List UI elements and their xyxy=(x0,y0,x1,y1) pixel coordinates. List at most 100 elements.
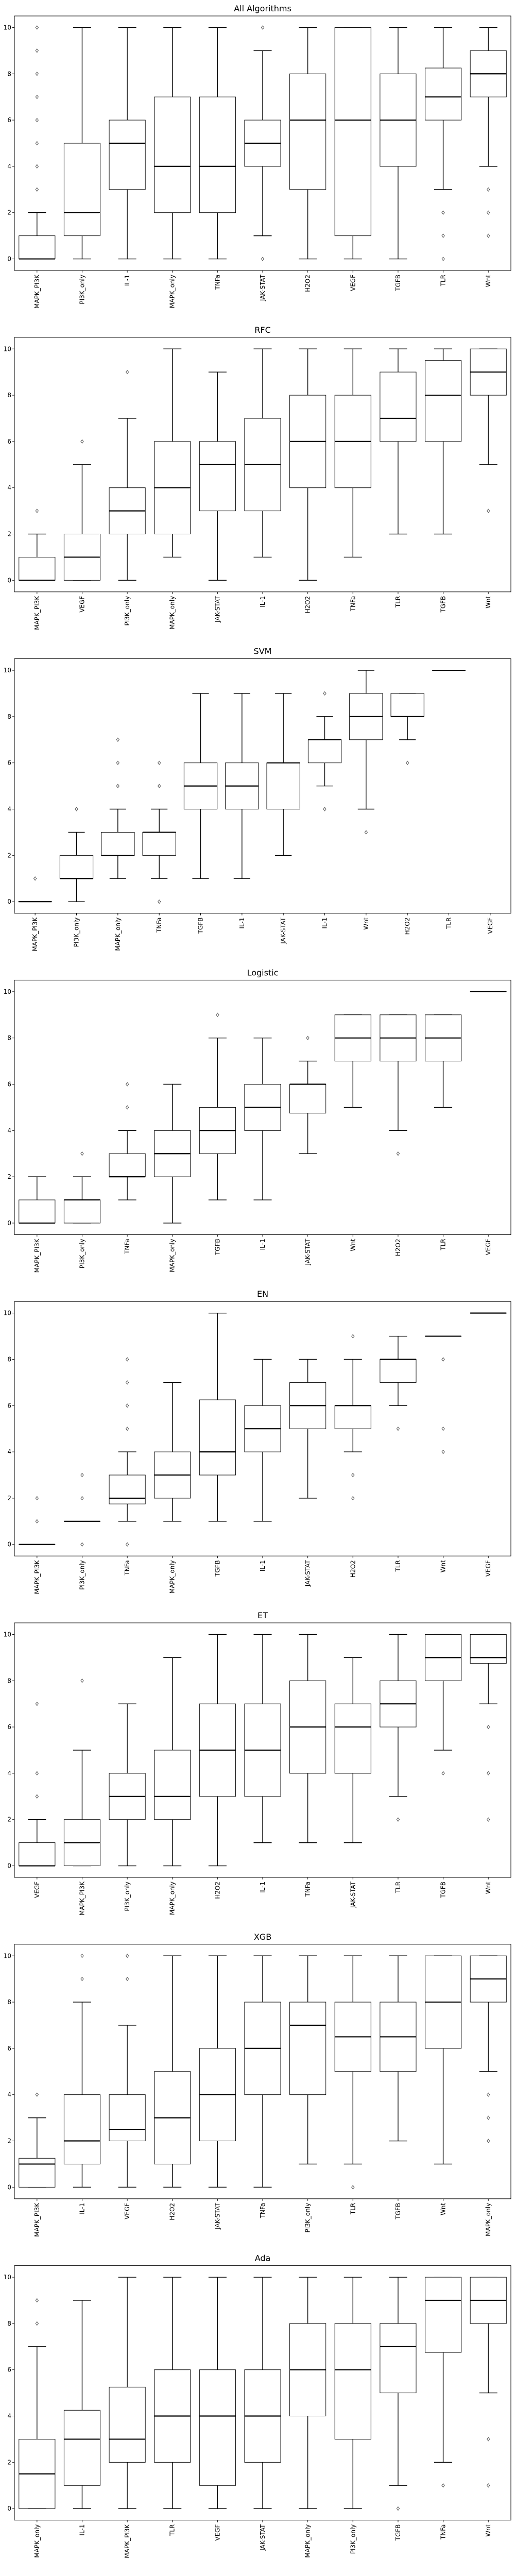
outlier-point xyxy=(125,1380,129,1385)
x-tick-label: MAPK_only xyxy=(114,918,122,951)
panel-5: EN 0 2 4 6 8 10 MAPK_PI3K PI3K_only TNFa MAPK_only… xyxy=(4,1289,511,1594)
iqr-box xyxy=(307,739,342,764)
iqr-box xyxy=(19,1842,56,1867)
box-4 xyxy=(154,1657,191,1867)
outlier-point xyxy=(116,760,120,765)
box-2 xyxy=(63,1472,101,1547)
iqr-box xyxy=(266,762,300,810)
box-8 xyxy=(334,1955,371,2190)
y-axis: 0 2 4 6 8 10 xyxy=(4,1952,14,2191)
x-tick-label: TGFB xyxy=(440,1882,447,1899)
box-10 xyxy=(424,1955,462,2165)
x-tick-label: IL-1 xyxy=(238,918,246,929)
panel-title: Logistic xyxy=(247,968,279,977)
box-9 xyxy=(349,670,383,835)
panel-2: RFC 0 2 4 6 8 10 MAPK_PI3K VEGF PI3K_only MAPK_onl… xyxy=(4,325,511,630)
y-tick-label: 6 xyxy=(7,759,11,767)
x-tick-label: TLR xyxy=(394,596,402,608)
box-5 xyxy=(199,1312,236,1522)
box-6 xyxy=(244,1955,281,2188)
outlier-point xyxy=(441,257,445,261)
x-tick-label: TLR xyxy=(440,275,447,286)
x-tick-label: PI3K_only xyxy=(78,1239,85,1268)
box-8 xyxy=(307,691,342,811)
box-10 xyxy=(424,2277,462,2488)
panel-8: Ada 0 2 4 6 8 10 MAPK_only IL-1 MAPK_PI3K TLR VEGF J… xyxy=(4,2253,511,2558)
x-axis: MAPK_PI3K PI3K_only TNFa MAPK_only TGFB IL-1 J… xyxy=(33,1556,492,1594)
box-6 xyxy=(244,25,281,261)
y-tick-label: 8 xyxy=(7,1677,11,1684)
box-9 xyxy=(380,27,417,260)
x-tick-label: JAK-STAT xyxy=(259,274,266,301)
iqr-box xyxy=(19,2158,56,2188)
x-tick-label: TNFa xyxy=(156,918,163,933)
outlier-point xyxy=(486,210,490,215)
box-8 xyxy=(334,1657,371,1843)
outlier-point xyxy=(486,1724,490,1730)
x-tick-label: MAPK_only xyxy=(169,1560,176,1594)
outlier-point xyxy=(351,1496,355,1501)
x-tick-label: TNFa xyxy=(259,2203,266,2218)
box-10 xyxy=(424,27,462,261)
box-4 xyxy=(154,2277,191,2509)
x-tick-label: TNFa xyxy=(349,596,356,612)
x-axis: MAPK_PI3K IL-1 VEGF H2O2 JAK-STAT TNFa PI3K_on… xyxy=(33,2198,492,2237)
panel-title: ET xyxy=(258,1611,268,1620)
outlier-point xyxy=(80,1496,84,1501)
iqr-box xyxy=(154,96,191,213)
outlier-point xyxy=(261,25,265,30)
iqr-box xyxy=(424,360,462,442)
box-4 xyxy=(154,1955,191,2188)
outlier-point xyxy=(125,1426,129,1431)
x-axis: MAPK_PI3K PI3K_only MAPK_only TNFa TGFB IL-1 J… xyxy=(31,913,494,952)
box-4 xyxy=(142,760,176,904)
x-tick-label: TNFa xyxy=(440,2524,447,2540)
x-tick-label: TLR xyxy=(394,1560,402,1572)
box-4 xyxy=(154,1083,191,1224)
outlier-point xyxy=(441,1771,445,1776)
box-5 xyxy=(199,2277,236,2509)
box-2 xyxy=(59,807,94,902)
iqr-box xyxy=(334,1703,371,1774)
y-tick-label: 10 xyxy=(4,1952,11,1959)
x-tick-label: Wnt xyxy=(440,2203,447,2215)
outlier-point xyxy=(125,1082,129,1087)
outlier-point xyxy=(35,1794,39,1799)
iqr-box xyxy=(19,556,56,581)
x-tick-label: TLR xyxy=(349,2203,356,2215)
outlier-point xyxy=(35,1519,39,1524)
outlier-point xyxy=(486,2139,490,2143)
box-1 xyxy=(19,1701,56,1867)
outlier-point xyxy=(35,1496,39,1501)
outlier-point xyxy=(396,1817,400,1822)
panel-title: Ada xyxy=(255,2253,271,2263)
box-7 xyxy=(289,1955,327,2165)
iqr-box xyxy=(380,1359,417,1383)
x-axis: MAPK_PI3K PI3K_only IL-1 MAPK_only TNFa JAK-S… xyxy=(33,270,492,309)
x-tick-label: H2O2 xyxy=(304,596,312,614)
outlier-point xyxy=(157,899,161,904)
x-tick-label: MAPK_PI3K xyxy=(124,2523,131,2558)
box-10 xyxy=(424,1634,462,1776)
box-10 xyxy=(424,348,462,535)
box-6 xyxy=(244,348,281,558)
y-tick-label: 6 xyxy=(7,1080,11,1088)
x-tick-label: H2O2 xyxy=(394,1239,402,1256)
y-tick-label: 4 xyxy=(7,2091,11,2098)
outlier-point xyxy=(35,25,39,30)
y-axis: 0 2 4 6 8 10 xyxy=(4,1631,14,1870)
x-tick-label: JAK-STAT xyxy=(304,1560,312,1587)
x-tick-label: MAPK_PI3K xyxy=(31,917,39,951)
x-axis: MAPK_PI3K VEGF PI3K_only MAPK_only JAK-STAT I… xyxy=(33,591,492,630)
y-tick-label: 4 xyxy=(7,1127,11,1134)
y-tick-label: 8 xyxy=(7,713,11,720)
y-tick-label: 10 xyxy=(4,2274,11,2281)
y-tick-label: 0 xyxy=(7,2183,11,2191)
y-tick-label: 0 xyxy=(7,1541,11,1548)
box-3 xyxy=(109,1703,146,1867)
x-axis: MAPK_only IL-1 MAPK_PI3K TLR VEGF JAK-STAT MAP… xyxy=(33,2520,492,2558)
y-tick-label: 8 xyxy=(7,1355,11,1363)
x-tick-label: MAPK_only xyxy=(169,1239,176,1272)
box-9 xyxy=(380,348,417,535)
outlier-point xyxy=(125,1954,129,1958)
